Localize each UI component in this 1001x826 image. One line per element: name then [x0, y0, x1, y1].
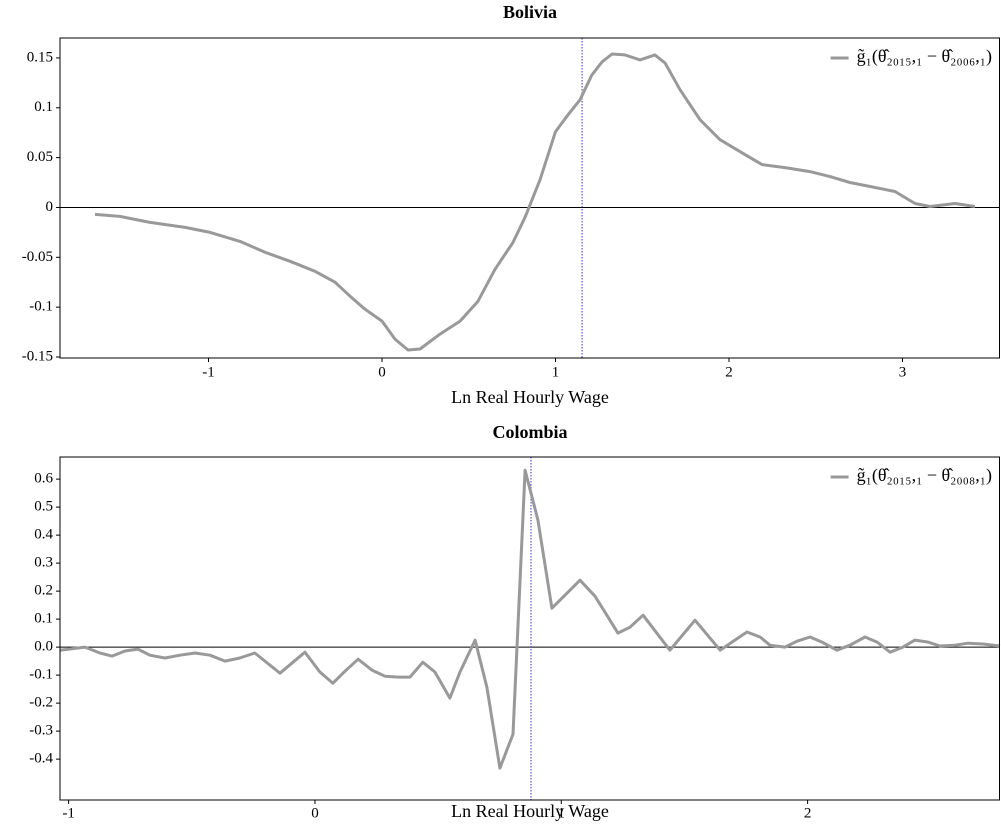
series-line: [59, 468, 1001, 770]
x-tick-label: 0: [378, 364, 386, 380]
plot-frame: [59, 37, 1000, 359]
y-tick-label: -0.05: [22, 249, 53, 265]
chart-title: Bolivia: [503, 2, 557, 22]
x-tick-label: 3: [899, 364, 907, 380]
y-tick-label: 0.4: [34, 527, 53, 543]
x-axis-label: Ln Real Hourly Wage: [451, 801, 609, 821]
y-tick-label: 0.1: [34, 99, 53, 115]
x-tick-label: 2: [725, 364, 733, 380]
x-axis-label: Ln Real Hourly Wage: [451, 387, 609, 407]
y-tick-label: 0: [46, 199, 54, 215]
y-tick-label: -0.4: [29, 751, 53, 767]
chart-title: Colombia: [492, 422, 567, 442]
x-tick-label: -1: [202, 364, 215, 380]
y-tick-label: 0.2: [34, 583, 53, 599]
y-tick-label: -0.1: [29, 299, 53, 315]
y-tick-label: -0.3: [29, 723, 53, 739]
y-tick-label: -0.15: [22, 348, 53, 364]
legend-label: g̃₁(θ̂₂₀₁₅,₁ − θ̂₂₀₀₆,₁): [857, 46, 992, 67]
y-tick-label: 0.15: [27, 49, 53, 65]
y-tick-label: 0.0: [34, 639, 53, 655]
y-tick-label: -0.2: [29, 695, 53, 711]
y-tick-label: 0.3: [34, 555, 53, 571]
x-tick-label: 1: [558, 805, 566, 821]
y-tick-label: -0.1: [29, 667, 53, 683]
series-line: [94, 52, 976, 352]
x-tick-label: 0: [311, 805, 319, 821]
x-tick-label: 1: [552, 364, 560, 380]
y-tick-label: 0.5: [34, 499, 53, 515]
y-tick-label: 0.1: [34, 611, 53, 627]
plot-frame: [59, 456, 1000, 801]
y-tick-label: 0.6: [34, 471, 53, 487]
legend-label: g̃₁(θ̂₂₀₁₅,₁ − θ̂₂₀₀₈,₁): [857, 465, 992, 486]
y-tick-label: 0.05: [27, 149, 53, 165]
x-tick-label: -1: [62, 805, 75, 821]
x-tick-label: 2: [804, 805, 812, 821]
